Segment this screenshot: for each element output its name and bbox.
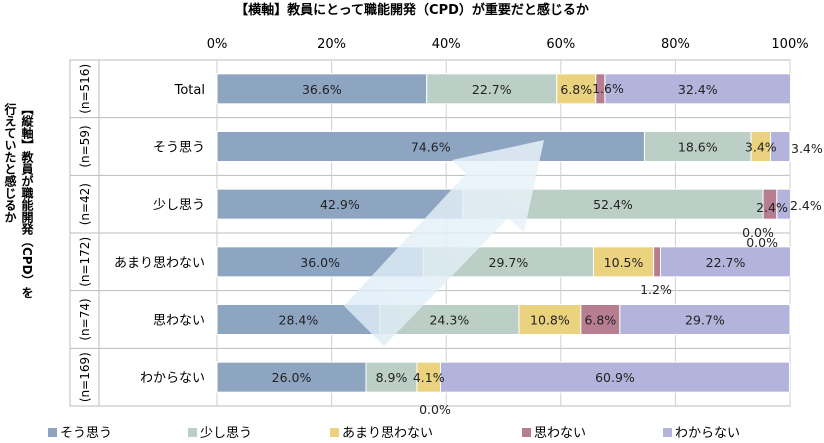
data-label: 32.4% <box>678 82 718 97</box>
data-label: 36.0% <box>300 255 340 270</box>
data-label: 8.9% <box>376 370 408 385</box>
data-labels: 36.6% 22.7% 6.8% 1.6% 32.4%74.6% 18.6% 3.4%0.0… <box>272 81 823 417</box>
legend-swatch <box>330 428 339 437</box>
category-label: 少し思う <box>153 198 205 213</box>
data-label: 22.7% <box>706 255 746 270</box>
x-tick-labels: 0% 20% 40% 60% 80% 100% <box>207 37 809 52</box>
bar-segment <box>660 246 792 278</box>
category-label: わからない <box>140 371 205 386</box>
legend-label: あまり思わない <box>342 426 433 441</box>
bar-segment <box>426 73 558 105</box>
data-label: 2.4% <box>790 198 822 213</box>
legend-label: 少し思う <box>200 426 252 441</box>
legend-label: わからない <box>675 426 740 441</box>
row-labels: Total (n=516) そう思う (n=59) 少し思う (n=42) あまり思わない (… <box>78 64 205 402</box>
sample-size-label: (n=172) <box>78 237 92 287</box>
legend-swatch <box>663 428 672 437</box>
data-label: 22.7% <box>472 82 512 97</box>
gridlines <box>69 59 791 407</box>
bar-segment <box>216 73 428 105</box>
data-label: 4.1% <box>413 370 445 385</box>
legend-label: そう思う <box>60 426 112 441</box>
data-label: 36.6% <box>302 82 342 97</box>
data-label: 29.7% <box>489 255 529 270</box>
data-label: 26.0% <box>272 370 312 385</box>
bar-segment <box>592 246 655 278</box>
legend-swatch <box>188 428 197 437</box>
x-tick-label: 80% <box>661 37 690 52</box>
sample-size-label: (n=169) <box>78 352 92 402</box>
y-axis-title-line: 行えていたと感じるか <box>3 102 17 223</box>
category-label: 思わない <box>153 314 205 329</box>
chart-title: 【横軸】教員にとって職能開発（CPD）が重要だと感じるか <box>235 2 589 18</box>
data-label: 10.8% <box>530 313 570 328</box>
bar-segment <box>365 361 418 393</box>
category-label: あまり思わない <box>114 256 205 271</box>
x-tick-label: 60% <box>546 37 575 52</box>
data-label: 24.3% <box>429 313 469 328</box>
x-tick-label: 0% <box>207 37 228 52</box>
data-label: 29.7% <box>685 313 725 328</box>
data-label: 60.9% <box>595 370 635 385</box>
y-axis-title-line: 【縦軸】教員が職能開発（CPD）を <box>20 103 34 299</box>
bar-segment <box>439 361 790 393</box>
legend-label: 思わない <box>534 426 586 441</box>
bar-segment <box>770 131 791 162</box>
data-label: 18.6% <box>678 140 718 155</box>
x-tick-label: 20% <box>317 37 346 52</box>
data-label: 74.6% <box>411 140 451 155</box>
data-label: 0.0% <box>746 235 778 250</box>
bars <box>216 73 792 393</box>
bar-segment <box>619 304 791 335</box>
bar-segment <box>216 188 464 220</box>
category-label: そう思う <box>153 141 205 156</box>
bar-segment <box>653 246 662 278</box>
data-label: 0.0% <box>419 402 451 417</box>
category-label: Total <box>174 83 205 98</box>
legend-swatch <box>522 428 531 437</box>
bar-segment <box>216 361 367 393</box>
sample-size-label: (n=59) <box>78 125 92 167</box>
data-label: 28.4% <box>279 313 319 328</box>
sample-size-label: (n=516) <box>78 64 92 114</box>
data-label: 10.5% <box>604 255 644 270</box>
bar-segment <box>776 188 792 220</box>
x-tick-label: 100% <box>771 37 808 52</box>
data-label: 6.8% <box>584 313 616 328</box>
sample-size-label: (n=74) <box>78 298 92 340</box>
x-tick-label: 40% <box>432 37 461 52</box>
bar-segment <box>216 131 645 162</box>
data-label: 1.2% <box>640 282 672 297</box>
trend-arrow <box>344 140 544 346</box>
legend-swatch <box>48 428 57 437</box>
data-label: 6.8% <box>560 82 592 97</box>
bar-segment <box>604 73 792 105</box>
data-label: 42.9% <box>320 197 360 212</box>
data-label: 0.0% <box>742 225 774 240</box>
data-label: 1.6% <box>592 81 624 96</box>
bar-segment <box>518 304 582 335</box>
sample-size-label: (n=42) <box>78 183 92 225</box>
bar-segment <box>580 304 621 335</box>
legend: そう思う 少し思う あまり思わない 思わない わからない <box>48 426 740 441</box>
data-label: 3.4% <box>791 141 823 156</box>
data-label: 2.4% <box>756 200 788 215</box>
data-label: 52.4% <box>593 197 633 212</box>
data-label: 3.4% <box>745 140 777 155</box>
bar-segment <box>556 73 597 105</box>
